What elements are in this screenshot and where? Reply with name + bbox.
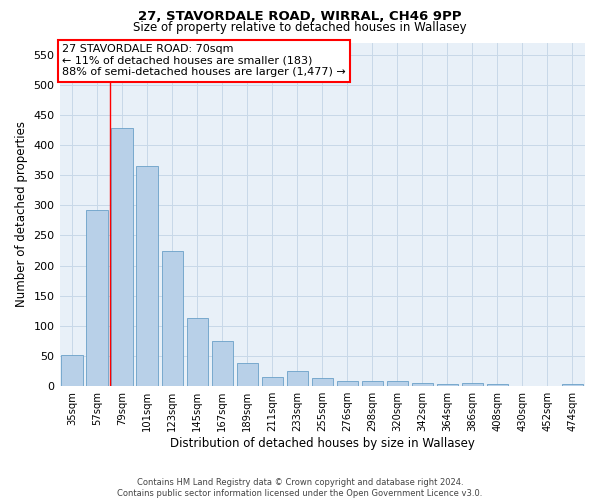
- Bar: [112, 128, 133, 386]
- Bar: [262, 377, 283, 386]
- Bar: [362, 382, 383, 386]
- Bar: [161, 251, 183, 386]
- Bar: [387, 382, 408, 386]
- Bar: [311, 378, 333, 386]
- Bar: [437, 384, 458, 386]
- Bar: [61, 355, 83, 386]
- Bar: [136, 166, 158, 386]
- Bar: [187, 318, 208, 386]
- Bar: [236, 364, 258, 386]
- Bar: [412, 383, 433, 386]
- Bar: [462, 383, 483, 386]
- Y-axis label: Number of detached properties: Number of detached properties: [15, 122, 28, 308]
- Bar: [212, 341, 233, 386]
- Bar: [487, 384, 508, 386]
- Text: Contains HM Land Registry data © Crown copyright and database right 2024.
Contai: Contains HM Land Registry data © Crown c…: [118, 478, 482, 498]
- Text: Size of property relative to detached houses in Wallasey: Size of property relative to detached ho…: [133, 21, 467, 34]
- Bar: [337, 382, 358, 386]
- X-axis label: Distribution of detached houses by size in Wallasey: Distribution of detached houses by size …: [170, 437, 475, 450]
- Text: 27, STAVORDALE ROAD, WIRRAL, CH46 9PP: 27, STAVORDALE ROAD, WIRRAL, CH46 9PP: [138, 10, 462, 23]
- Bar: [287, 370, 308, 386]
- Bar: [562, 384, 583, 386]
- Text: 27 STAVORDALE ROAD: 70sqm
← 11% of detached houses are smaller (183)
88% of semi: 27 STAVORDALE ROAD: 70sqm ← 11% of detac…: [62, 44, 346, 78]
- Bar: [86, 210, 108, 386]
